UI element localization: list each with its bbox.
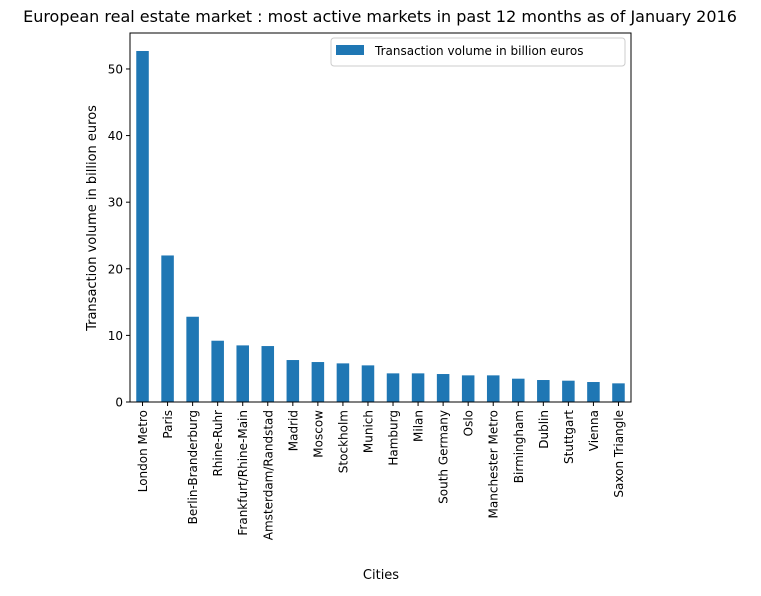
x-tick-label: Dublin [537, 410, 551, 449]
bar [161, 255, 174, 402]
y-tick-label: 50 [108, 62, 123, 76]
bars [136, 50, 625, 402]
bar [562, 380, 575, 402]
y-tick-label: 0 [115, 396, 123, 410]
bar [261, 346, 275, 402]
x-axis-ticks: London Metro Paris Berlin-Branderburg Rhine… [136, 402, 626, 540]
legend-box [330, 37, 626, 67]
x-tick-label: Berlin-Branderburg [186, 410, 200, 524]
x-tick-label: Moscow [311, 410, 325, 458]
x-tick-label: Saxon Triangle [612, 410, 626, 498]
chart-title: European real estate market : most activ… [23, 7, 737, 26]
bar [136, 50, 149, 402]
y-axis-ticks: 0 10 20 30 40 50 [108, 62, 130, 410]
x-tick-label: Paris [161, 410, 175, 439]
x-tick-label: Milan [412, 410, 426, 442]
x-tick-label: Birmingham [512, 410, 526, 483]
bar [386, 373, 400, 402]
x-tick-label: London Metro [136, 410, 150, 492]
x-tick-label: Manchester Metro [487, 410, 501, 518]
y-tick-label: 30 [108, 196, 123, 210]
x-tick-label: Amsterdam/Randstad [261, 410, 275, 540]
bar [286, 360, 300, 402]
x-tick-label: South Germany [437, 410, 451, 504]
x-tick-label: Hamburg [387, 410, 401, 466]
bar [311, 362, 325, 402]
x-tick-label: Vienna [587, 410, 601, 451]
bar [236, 345, 249, 402]
x-tick-label: Rhine-Ruhr [211, 410, 225, 477]
y-tick-label: 20 [108, 262, 123, 276]
bar [587, 382, 600, 402]
bar [486, 375, 500, 402]
legend-swatch [336, 45, 364, 55]
plot-frame [129, 32, 632, 403]
bar [336, 363, 350, 402]
x-tick-label: Madrid [286, 410, 300, 451]
legend-label: Transaction volume in billion euros [374, 44, 583, 58]
x-axis-label: Cities [363, 568, 399, 583]
x-tick-label: Stockholm [336, 410, 350, 473]
bar [537, 380, 550, 402]
bar [612, 383, 625, 402]
x-tick-label: Munich [361, 410, 375, 453]
bar [211, 340, 224, 402]
bar [361, 365, 375, 402]
x-tick-label: Oslo [462, 410, 476, 436]
bar [461, 375, 475, 402]
bar [436, 374, 450, 402]
legend: Transaction volume in billion euros [330, 37, 626, 67]
x-tick-label: Frankfurt/Rhine-Main [236, 410, 250, 536]
y-axis-label: Transaction volume in billion euros [85, 105, 100, 332]
bar [186, 316, 199, 402]
y-tick-label: 40 [108, 129, 123, 143]
bar [512, 378, 525, 402]
x-tick-label: Stuttgart [562, 410, 576, 464]
bar [411, 373, 425, 402]
y-tick-label: 10 [108, 329, 123, 343]
